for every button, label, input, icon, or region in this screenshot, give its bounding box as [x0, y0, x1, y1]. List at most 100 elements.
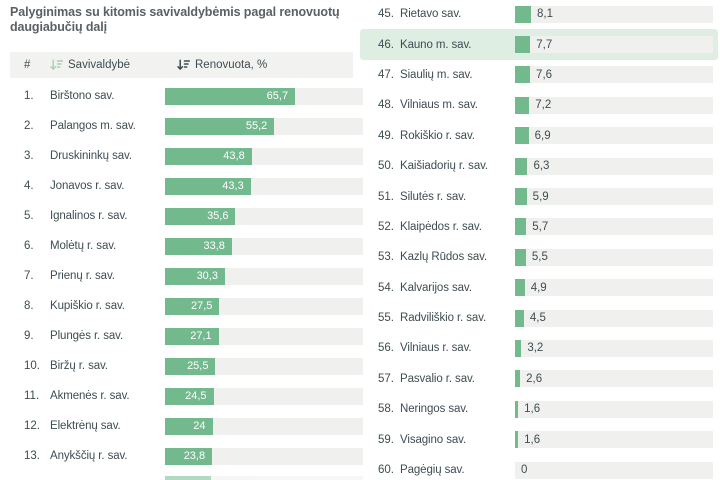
- value-label: 7,2: [535, 99, 552, 112]
- value-bar: [515, 248, 526, 266]
- value-bar: 43,8: [165, 147, 252, 165]
- bar-track: 1,6: [515, 431, 713, 449]
- value-label: 24,5: [185, 390, 207, 402]
- value-label: 25,5: [187, 360, 209, 372]
- rank-label: 6.: [24, 240, 34, 252]
- table-row[interactable]: 49. Rokiškio r. sav. 6,9: [360, 121, 718, 151]
- sort-descending-icon: [50, 59, 63, 70]
- municipality-name: Jonavos r. sav.: [50, 180, 125, 192]
- table-row[interactable]: 51. Šilutės r. sav. 5,9: [360, 181, 718, 211]
- table-row[interactable]: 57. Pasvalio r. sav. 2,6: [360, 364, 718, 394]
- rank-label: 58.: [378, 403, 394, 416]
- rank-label: 57.: [378, 372, 394, 385]
- table-row[interactable]: 46. Kauno m. sav. 7,7: [360, 29, 718, 60]
- value-bar: [515, 127, 529, 145]
- rank-label: 50.: [378, 160, 394, 173]
- table-row[interactable]: 13. Anykščių r. sav. 23,8: [10, 441, 363, 471]
- municipality-name: Neringos sav.: [400, 403, 469, 416]
- bar-track: 4,5: [515, 309, 713, 327]
- value-column-header: Renovuota, %: [195, 59, 268, 71]
- value-bar: [515, 36, 531, 54]
- bar-track: 7,6: [515, 66, 713, 84]
- rank-label: 9.: [24, 330, 34, 342]
- table-row[interactable]: 1. Birštono sav. 65,7: [10, 81, 363, 111]
- bar-track: 33,8: [165, 237, 363, 255]
- rank-label: 46.: [378, 38, 394, 51]
- value-label: 1,6: [524, 433, 541, 446]
- table-row[interactable]: 4. Jonavos r. sav. 43,3: [10, 171, 363, 201]
- municipality-name: Prienų r. sav.: [50, 270, 115, 282]
- table-row[interactable]: 6. Molėtų r. sav. 33,8: [10, 231, 363, 261]
- table-row[interactable]: 55. Radviliškio r. sav. 4,5: [360, 303, 718, 333]
- sort-descending-icon-active: [177, 59, 190, 71]
- bar-track: 23,8: [165, 447, 363, 465]
- value-bar: 55,2: [165, 117, 275, 135]
- table-row[interactable]: 50. Kaišiadorių r. sav. 6,3: [360, 151, 718, 181]
- table-row[interactable]: 12. Elektrėnų sav. 24: [10, 411, 363, 441]
- table-row[interactable]: 60. Pagėgių sav. 0: [360, 455, 718, 480]
- table-header: # Savivaldybė Renovuota, %: [10, 52, 353, 78]
- value-label: 43,8: [223, 150, 245, 162]
- table-row[interactable]: 5. Ignalinos r. sav. 35,6: [10, 201, 363, 231]
- table-row[interactable]: 7. Prienų r. sav. 30,3: [10, 261, 363, 291]
- municipality-name: Molėtų r. sav.: [50, 240, 117, 252]
- bar-track: 27,1: [165, 327, 363, 345]
- value-label: 30,3: [196, 270, 218, 282]
- table-row[interactable]: 10. Biržų r. sav. 25,5: [10, 351, 363, 381]
- value-bar: 30,3: [165, 267, 225, 285]
- table-row[interactable]: 8. Kupiškio r. sav. 27,5: [10, 291, 363, 321]
- municipality-name: Druskininkų sav.: [50, 150, 132, 162]
- value-label: 3,2: [527, 342, 544, 355]
- value-label: 23,8: [183, 450, 206, 462]
- value-label: 43,3: [222, 180, 244, 192]
- table-row[interactable]: 59. Visagino sav. 1,6: [360, 424, 718, 454]
- table-row[interactable]: 11. Akmenės r. sav. 24,5: [10, 381, 363, 411]
- table-row[interactable]: 54. Kalvarijos sav. 4,9: [360, 273, 718, 303]
- table-row[interactable]: 53. Kazlų Rūdos sav. 5,5: [360, 242, 718, 272]
- value-bar: 24: [165, 417, 213, 435]
- municipality-name: Visagino sav.: [400, 433, 467, 446]
- ranking-list-top: 1. Birštono sav. 65,7 2. Palangos m. sav…: [10, 81, 363, 471]
- value-label: 5,5: [531, 251, 548, 264]
- value-bar: [515, 188, 527, 206]
- table-row[interactable]: 45. Rietavo sav. 8,1: [360, 0, 718, 29]
- municipality-name: Ignalinos r. sav.: [50, 210, 128, 222]
- rank-label: 51.: [378, 190, 394, 203]
- municipality-name: Anykščių r. sav.: [50, 450, 128, 462]
- rank-label: 7.: [24, 270, 34, 282]
- table-row[interactable]: 52. Klaipėdos r. sav. 5,7: [360, 212, 718, 242]
- bar-track: 30,3: [165, 267, 363, 285]
- municipality-name: Pagėgių sav.: [400, 464, 465, 477]
- sort-by-value-button[interactable]: [177, 59, 195, 71]
- bar-track: 6,3: [515, 157, 713, 175]
- municipality-name: Rokiškio r. sav.: [400, 129, 475, 142]
- value-label: 6,3: [533, 160, 550, 173]
- bar-track: 5,9: [515, 188, 713, 206]
- value-label: 35,6: [207, 210, 229, 222]
- table-row[interactable]: 47. Šiaulių m. sav. 7,6: [360, 60, 718, 90]
- municipality-name: Kalvarijos sav.: [400, 281, 472, 294]
- table-row[interactable]: 3. Druskininkų sav. 43,8: [10, 141, 363, 171]
- value-bar: [515, 66, 531, 84]
- table-row[interactable]: 48. Vilniaus m. sav. 7,2: [360, 90, 718, 120]
- bar-track: 7,2: [515, 96, 713, 114]
- table-row[interactable]: 58. Neringos sav. 1,6: [360, 394, 718, 424]
- value-bar: 27,1: [165, 327, 219, 345]
- value-bar: 35,6: [165, 207, 236, 225]
- table-row[interactable]: 9. Plungės r. sav. 27,1: [10, 321, 363, 351]
- table-row[interactable]: 2. Palangos m. sav. 55,2: [10, 111, 363, 141]
- bar-track: 24: [165, 417, 363, 435]
- value-label: 8,1: [537, 8, 554, 21]
- rank-label: 5.: [24, 210, 34, 222]
- value-bar: 65,7: [165, 87, 296, 105]
- bar-track: 24,5: [165, 387, 363, 405]
- rank-label: 53.: [378, 251, 394, 264]
- table-row[interactable]: 56. Vilniaus r. sav. 3,2: [360, 333, 718, 363]
- rank-label: 60.: [378, 464, 394, 477]
- sort-by-name-button[interactable]: [50, 59, 68, 71]
- municipality-name: Elektrėnų sav.: [50, 420, 121, 432]
- rank-label: 11.: [24, 390, 40, 402]
- rank-label: 45.: [378, 8, 394, 21]
- value-bar: [515, 5, 532, 23]
- value-bar: 23,8: [165, 447, 213, 465]
